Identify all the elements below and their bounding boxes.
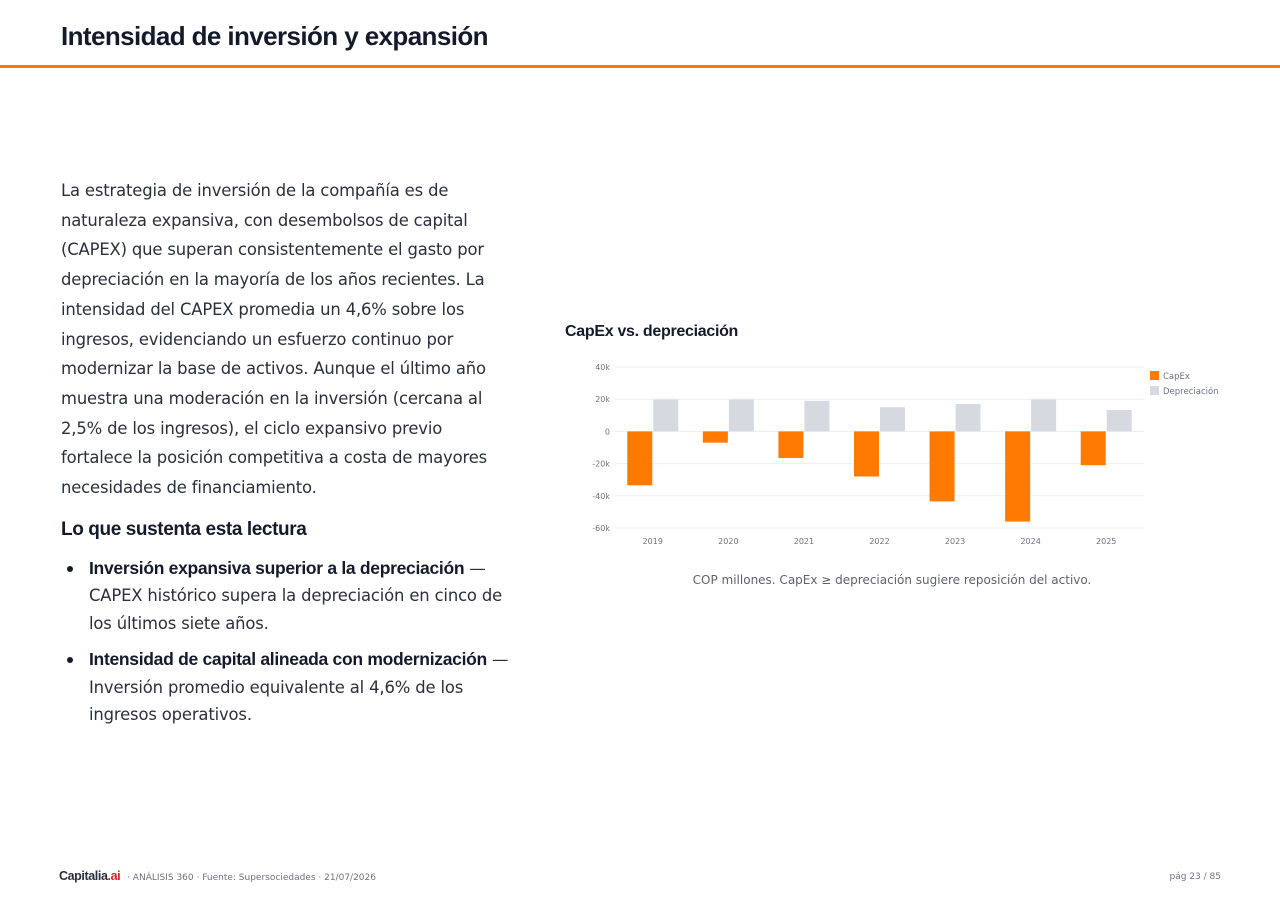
legend-swatch — [1150, 371, 1159, 380]
page-header: Intensidad de inversión y expansión — [0, 0, 1280, 68]
bullet-title: Inversión expansiva superior a la deprec… — [89, 557, 465, 578]
y-tick-label: -20k — [592, 460, 610, 469]
supporting-points-list: Inversión expansiva superior a la deprec… — [61, 555, 517, 729]
bar-depreciación — [728, 399, 754, 432]
chart-title: CapEx vs. depreciación — [565, 323, 739, 340]
brand-suffix: .ai — [107, 869, 121, 883]
bar-capex — [1080, 431, 1106, 466]
x-tick-label: 2023 — [945, 537, 965, 546]
footer-source-info: · ANÁLISIS 360 · Fuente: Supersociedades… — [127, 873, 376, 883]
bar-capex — [778, 431, 804, 458]
bar-capex — [929, 431, 955, 502]
bar-capex — [627, 431, 653, 486]
capex-depreciation-chart: 40k 20k 0 -20k -40k -60k 2019 2020 2021 2022 2023 2… — [592, 363, 1219, 546]
x-tick-label: 2019 — [643, 537, 663, 546]
y-tick-label: -60k — [592, 524, 610, 533]
analysis-paragraph: La estrategia de inversión de la compañí… — [61, 181, 488, 498]
x-tick-label: 2024 — [1020, 537, 1040, 546]
y-tick-label: 20k — [595, 395, 610, 404]
bullet-text: — CAPEX histórico supera la depreciación… — [89, 558, 503, 634]
chart-caption: COP millones. CapEx ≥ depreciación sugie… — [692, 573, 1092, 587]
bar-capex — [702, 431, 728, 443]
bullet-icon — [67, 656, 73, 663]
y-tick-label: -40k — [592, 492, 610, 501]
bar-depreciación — [1031, 399, 1057, 432]
legend-label: CapEx — [1163, 372, 1190, 382]
list-item: Inversión expansiva superior a la deprec… — [61, 555, 517, 638]
y-tick-label: 40k — [595, 363, 610, 372]
bar-depreciación — [1106, 409, 1132, 432]
x-tick-label: 2025 — [1096, 537, 1116, 546]
brand-logo: Capitalia.ai — [59, 869, 121, 883]
bar-depreciación — [653, 399, 679, 432]
legend-label: Depreciación — [1163, 386, 1219, 397]
bullet-icon — [67, 565, 73, 572]
x-tick-label: 2020 — [718, 537, 738, 546]
bullet-text: — Inversión promedio equivalente al 4,6%… — [89, 649, 509, 725]
list-item: Intensidad de capital alineada con moder… — [61, 646, 517, 729]
page-footer: Capitalia.ai · ANÁLISIS 360 · Fuente: Su… — [59, 869, 1221, 887]
bullet-title: Intensidad de capital alineada con moder… — [89, 648, 487, 669]
bar-depreciación — [955, 404, 981, 432]
page-title: Intensidad de inversión y expansión — [61, 21, 489, 51]
bar-depreciación — [880, 407, 905, 432]
page-number: pág 23 / 85 — [1169, 872, 1221, 882]
bar-depreciación — [804, 400, 830, 432]
y-tick-label: 0 — [605, 427, 610, 436]
bar-capex — [1005, 431, 1031, 522]
supporting-points-heading: Lo que sustenta esta lectura — [61, 518, 307, 540]
brand-name: Capitalia — [59, 869, 108, 883]
analysis-text-column: La estrategia de inversión de la compañí… — [61, 176, 517, 737]
x-tick-label: 2021 — [794, 537, 814, 546]
legend-swatch — [1150, 386, 1159, 395]
x-tick-label: 2022 — [869, 537, 889, 546]
bar-capex — [854, 431, 879, 477]
